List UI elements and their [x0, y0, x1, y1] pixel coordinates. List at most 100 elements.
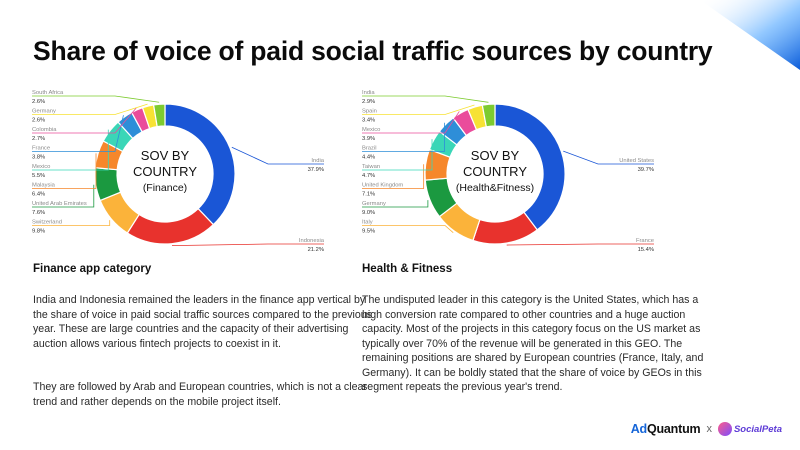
finance-chart-label-india: India: [311, 158, 324, 164]
health-chart-slice-india: [481, 103, 496, 128]
health-chart-value-germany: 9.0%: [362, 210, 375, 216]
health-chart-leader-united-kingdom: [362, 164, 425, 189]
finance-chart-leader-germany: [32, 103, 148, 115]
socialpeta-logo-text: SocialPeta: [733, 423, 782, 435]
finance-chart-label-group-colombia: Colombia 2.7%: [32, 107, 137, 142]
health-chart-value-taiwan: 4.7%: [362, 173, 375, 179]
finance-chart-center-label-1: SOV BY: [141, 148, 190, 163]
health-chart-value-united-kingdom: 7.1%: [362, 192, 375, 198]
health-chart-label-group-france: France 15.4%: [506, 238, 654, 253]
health-chart-leader-italy: [362, 225, 454, 233]
health-chart-svg: United States 39.7% France 15.4% Italy 9.5% Ge…: [362, 90, 654, 253]
health-chart-label-taiwan: Taiwan: [362, 164, 380, 170]
finance-section-title: Finance app category: [33, 263, 152, 275]
health-chart-label-spain: Spain: [362, 109, 377, 115]
health-chart-label-group-taiwan: Taiwan 4.7%: [362, 139, 433, 179]
health-chart-leader-united-states: [563, 150, 654, 165]
health-chart-label-group-india: India 2.9%: [362, 90, 489, 105]
finance-chart-label-mexico: Mexico: [32, 164, 50, 170]
health-chart-label-france: France: [636, 238, 654, 244]
health-chart-value-brazil: 4.4%: [362, 155, 375, 161]
page-title: Share of voice of paid social traffic so…: [33, 36, 713, 66]
health-chart-value-france: 15.4%: [638, 247, 654, 253]
socialpeta-logo: SocialPeta: [717, 422, 782, 436]
health-chart-leader-mexico: [362, 111, 460, 134]
finance-chart-label-group-france: France 3.8%: [32, 115, 124, 161]
finance-chart-label-group-malaysia: Malaysia 6.4%: [32, 153, 97, 198]
finance-chart-leader-malaysia: [32, 153, 97, 189]
finance-chart-slice-south-africa: [152, 103, 166, 128]
finance-chart-label-france: France: [32, 146, 50, 152]
finance-chart-value-india: 37.9%: [308, 167, 324, 173]
health-paragraph-1: The undisputed leader in this category i…: [362, 294, 704, 393]
finance-chart-leader-united-arab-emirates: [32, 184, 95, 208]
health-chart-label-group-united-states: United States 39.7%: [563, 150, 654, 173]
finance-chart-value-south-africa: 2.6%: [32, 99, 45, 105]
finance-donut-chart: India 37.9% Indonesia 21.2% Switzerland 9.8% U…: [20, 82, 400, 262]
footer-logos: AdQuantum x SocialPeta: [631, 422, 782, 436]
logo-separator: x: [706, 423, 712, 435]
finance-chart-label-group-indonesia: Indonesia 21.2%: [171, 238, 325, 253]
health-chart-value-italy: 9.5%: [362, 229, 375, 235]
finance-chart-value-united-arab-emirates: 7.6%: [32, 210, 45, 216]
finance-chart-label-group-germany: Germany 2.6%: [32, 103, 148, 124]
health-chart-slice-united-states: [494, 103, 566, 231]
finance-chart-center-label-2: COUNTRY: [133, 164, 197, 179]
health-chart-label-mexico: Mexico: [362, 127, 380, 133]
finance-chart-label-group-south-africa: South Africa 2.6%: [32, 90, 160, 105]
finance-chart-leader-colombia: [32, 107, 137, 134]
adquantum-logo: AdQuantum: [631, 422, 701, 436]
finance-chart-value-mexico: 5.5%: [32, 173, 45, 179]
health-chart-label-italy: Italy: [362, 220, 373, 226]
finance-chart-value-indonesia: 21.2%: [308, 247, 324, 253]
health-chart-label-germany: Germany: [362, 201, 386, 207]
health-chart-value-mexico: 3.9%: [362, 136, 375, 142]
health-chart-label-india: India: [362, 90, 375, 96]
finance-chart-svg: India 37.9% Indonesia 21.2% Switzerland 9.8% U…: [32, 90, 325, 253]
finance-chart-label-switzerland: Switzerland: [32, 220, 62, 226]
finance-chart-leader-india: [231, 146, 324, 165]
corner-gradient-decoration: [700, 0, 800, 70]
finance-chart-label-group-india: India 37.9%: [231, 146, 325, 173]
finance-chart-center-label-3: (Finance): [143, 182, 187, 194]
finance-chart-label-germany: Germany: [32, 109, 56, 115]
health-section-title: Health & Fitness: [362, 263, 453, 275]
finance-chart-label-united-arab-emirates: United Arab Emirates: [32, 201, 87, 207]
health-chart-leader-taiwan: [362, 139, 433, 171]
health-donut-chart: United States 39.7% France 15.4% Italy 9.5% Ge…: [350, 82, 730, 262]
finance-chart-leader-france: [32, 115, 124, 152]
health-chart-leader-germany: [362, 200, 429, 208]
health-chart-slice-france: [472, 211, 539, 245]
health-chart-value-united-states: 39.7%: [638, 167, 654, 173]
health-chart-center-label-1: SOV BY: [471, 148, 520, 163]
finance-chart-leader-switzerland: [32, 220, 111, 226]
health-chart-label-group-united-kingdom: United Kingdom 7.1%: [362, 164, 425, 198]
health-chart-leader-brazil: [362, 122, 445, 152]
health-chart-label-group-spain: Spain 3.4%: [362, 104, 475, 124]
finance-chart-label-group-mexico: Mexico 5.5%: [32, 129, 109, 179]
socialpeta-logo-icon: [717, 422, 732, 436]
health-chart-label-united-kingdom: United Kingdom: [362, 183, 403, 189]
finance-paragraph-1: India and Indonesia remained the leaders…: [33, 294, 372, 350]
health-chart-label-group-germany: Germany 9.0%: [362, 200, 429, 216]
adquantum-logo-prefix: Ad: [630, 422, 647, 436]
finance-chart-value-germany: 2.6%: [32, 118, 45, 124]
health-chart-leader-spain: [362, 104, 475, 115]
finance-chart-leader-indonesia: [171, 243, 324, 247]
finance-chart-leader-mexico: [32, 129, 109, 171]
finance-chart-label-group-united-arab-emirates: United Arab Emirates 7.6%: [32, 184, 95, 216]
health-chart-label-brazil: Brazil: [362, 146, 377, 152]
health-chart-center-label-3: (Health&Fitness): [456, 182, 534, 194]
health-chart-center-label-2: COUNTRY: [463, 164, 527, 179]
health-chart-label-group-italy: Italy 9.5%: [362, 220, 454, 235]
finance-chart-value-france: 3.8%: [32, 155, 45, 161]
health-chart-leader-france: [506, 243, 654, 246]
finance-chart-value-colombia: 2.7%: [32, 136, 45, 142]
health-chart-label-group-brazil: Brazil 4.4%: [362, 122, 445, 161]
health-chart-label-group-mexico: Mexico 3.9%: [362, 111, 460, 142]
health-chart-label-united-states: United States: [619, 158, 654, 164]
health-chart-value-india: 2.9%: [362, 99, 375, 105]
finance-chart-slice-indonesia: [126, 207, 215, 245]
finance-chart-value-switzerland: 9.8%: [32, 229, 45, 235]
finance-chart-leader-south-africa: [32, 95, 160, 103]
